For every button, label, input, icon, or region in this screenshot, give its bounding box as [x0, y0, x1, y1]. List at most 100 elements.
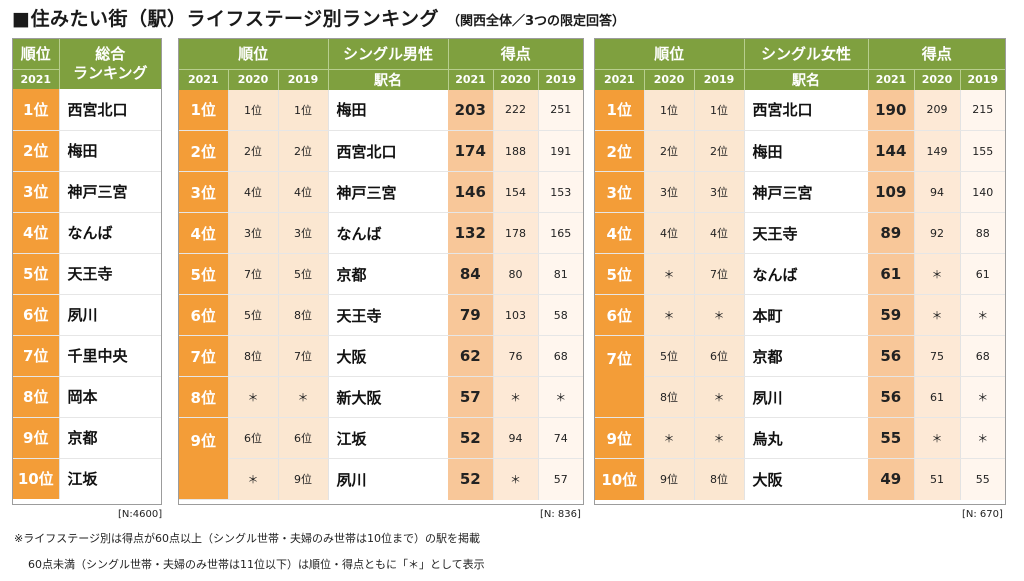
score-2021-cell: 56 — [868, 335, 914, 377]
rank-2021-cell: 10位 — [595, 458, 644, 500]
score-2020-cell: 75 — [913, 335, 960, 377]
score-2020-cell: 51 — [913, 458, 960, 500]
station-cell: 西宮北口 — [58, 89, 161, 131]
rank-2020-cell: 5位 — [643, 335, 694, 377]
male-year-rank-2019: 2019 — [277, 68, 328, 90]
rank-2020-cell: 3位 — [643, 171, 694, 213]
rank-2020-cell: ＊ — [227, 376, 278, 418]
rank-2020-cell: 7位 — [227, 253, 278, 295]
station-cell: 江坂 — [58, 458, 161, 499]
score-2019-cell: 191 — [537, 130, 583, 172]
rank-2019-cell: 9位 — [277, 458, 328, 500]
table-row: 10位 9位 8位 大阪 49 51 55 — [595, 458, 1005, 500]
male-year-score-2021: 2021 — [447, 68, 493, 90]
station-cell: 天王寺 — [743, 212, 868, 254]
rank-2020-cell: 1位 — [227, 89, 278, 131]
rank-2019-cell: 8位 — [693, 458, 744, 500]
single-female-table: 順位 シングル女性 得点 2021 2020 2019 駅名 2021 2020… — [594, 38, 1006, 505]
station-cell: 夙川 — [743, 376, 868, 418]
score-2019-cell: 251 — [537, 89, 583, 131]
rank-cell: 9位 — [13, 417, 59, 459]
station-cell: 大阪 — [327, 335, 448, 377]
rank-2021-cell: 9位 — [179, 417, 228, 500]
female-year-score-2021: 2021 — [867, 68, 914, 90]
table-row: 6位＊＊本町 59 ＊＊ — [595, 294, 1005, 336]
station-cell: 神戸三宮 — [327, 171, 448, 213]
score-2019-cell: ＊ — [537, 376, 583, 418]
score-2019-cell: 155 — [959, 130, 1005, 172]
female-year-rank-2020: 2020 — [643, 68, 694, 90]
rank-2021-cell: 8位 — [179, 376, 228, 418]
footnote-line-1: ※ライフステージ別は得点が60点以上（シングル世帯・夫婦のみ世帯は10位まで）の… — [14, 532, 480, 545]
score-2019-cell: 153 — [537, 171, 583, 213]
rank-cell: 1位 — [13, 89, 59, 131]
score-2020-cell: 178 — [492, 212, 538, 254]
female-header-rank: 順位 — [595, 39, 744, 69]
title-subtitle: （関西全体／3つの限定回答） — [447, 14, 626, 29]
footnote-line-2: 60点未満（シングル世帯・夫婦のみ世帯は11位以下）は順位・得点ともに「＊」とし… — [28, 558, 485, 571]
rank-2019-cell: 4位 — [693, 212, 744, 254]
rank-2019-cell: 6位 — [693, 335, 744, 377]
station-cell: 烏丸 — [743, 417, 868, 459]
rank-2019-cell: 7位 — [693, 253, 744, 295]
rank-2021-cell: 6位 — [595, 294, 644, 336]
rank-2020-cell: 9位 — [643, 458, 694, 500]
rank-2020-cell: ＊ — [227, 458, 278, 500]
station-cell: 神戸三宮 — [58, 171, 161, 213]
male-n-label: [N: 836] — [540, 509, 581, 520]
female-n-label: [N: 670] — [962, 509, 1003, 520]
station-cell: 大阪 — [743, 458, 868, 500]
rank-2019-cell: 3位 — [693, 171, 744, 213]
station-cell: 京都 — [743, 335, 868, 377]
rank-cell: 6位 — [13, 294, 59, 336]
rank-2020-cell: ＊ — [643, 294, 694, 336]
table-row: 1位 1位 1位 西宮北口 190 209 215 — [595, 89, 1005, 131]
female-header-station: 駅名 — [743, 68, 868, 90]
overall-header-year: 2021 — [13, 68, 59, 89]
table-row: 8位 岡本 — [13, 376, 161, 418]
rank-2021-cell: 2位 — [595, 130, 644, 172]
table-row: 2位 梅田 — [13, 130, 161, 172]
rank-2019-cell: ＊ — [693, 376, 744, 418]
table-row: 6位 5位 8位 天王寺 79 103 58 — [179, 294, 583, 336]
rank-2021-cell: 3位 — [179, 171, 228, 213]
rank-cell: 10位 — [13, 458, 59, 499]
rank-cell: 4位 — [13, 212, 59, 254]
score-2021-cell: 57 — [448, 376, 493, 418]
station-cell: 天王寺 — [327, 294, 448, 336]
station-cell: 本町 — [743, 294, 868, 336]
station-cell: 梅田 — [327, 89, 448, 131]
rank-2021-cell: 5位 — [179, 253, 228, 295]
score-2020-cell: 154 — [492, 171, 538, 213]
female-year-rank-2021: 2021 — [595, 68, 644, 90]
female-header-group: シングル女性 — [743, 39, 868, 69]
station-cell: 京都 — [327, 253, 448, 295]
single-male-table: 順位 シングル男性 得点 2021 2020 2019 駅名 2021 2020… — [178, 38, 584, 505]
station-cell: なんば — [327, 212, 448, 254]
table-row: 5位 7位 5位 京都 84 80 81 — [179, 253, 583, 295]
score-2021-cell: 61 — [868, 253, 914, 295]
rank-2019-cell: ＊ — [693, 294, 744, 336]
table-row: 1位 1位 1位 梅田 203 222 251 — [179, 89, 583, 131]
table-row: 9位 6位 6位 江坂 52 94 74 — [179, 417, 583, 500]
rank-2020-cell: 8位 — [227, 335, 278, 377]
station-cell: 西宮北口 — [327, 130, 448, 172]
female-year-rank-2019: 2019 — [693, 68, 744, 90]
score-2021-cell: 190 — [868, 89, 914, 131]
male-year-rank-2020: 2020 — [227, 68, 278, 90]
rank-cell: 8位 — [13, 376, 59, 418]
table-row: 9位 京都 — [13, 417, 161, 459]
station-cell: 千里中央 — [58, 335, 161, 377]
rank-2019-cell: 4位 — [277, 171, 328, 213]
rank-2021-cell: 3位 — [595, 171, 644, 213]
score-2021-cell: 59 — [868, 294, 914, 336]
table-row: 9位＊＊烏丸 55 ＊＊ — [595, 417, 1005, 459]
rank-2019-cell: 5位 — [277, 253, 328, 295]
score-2020-cell: ＊ — [913, 417, 960, 459]
rank-2019-cell: 1位 — [693, 89, 744, 131]
score-2020-cell: 103 — [492, 294, 538, 336]
overall-n-label: [N:4600] — [118, 509, 163, 520]
table-row: 4位 4位 4位 天王寺 89 92 88 — [595, 212, 1005, 254]
score-2020-cell: 80 — [492, 253, 538, 295]
male-year-rank-2021: 2021 — [179, 68, 228, 90]
